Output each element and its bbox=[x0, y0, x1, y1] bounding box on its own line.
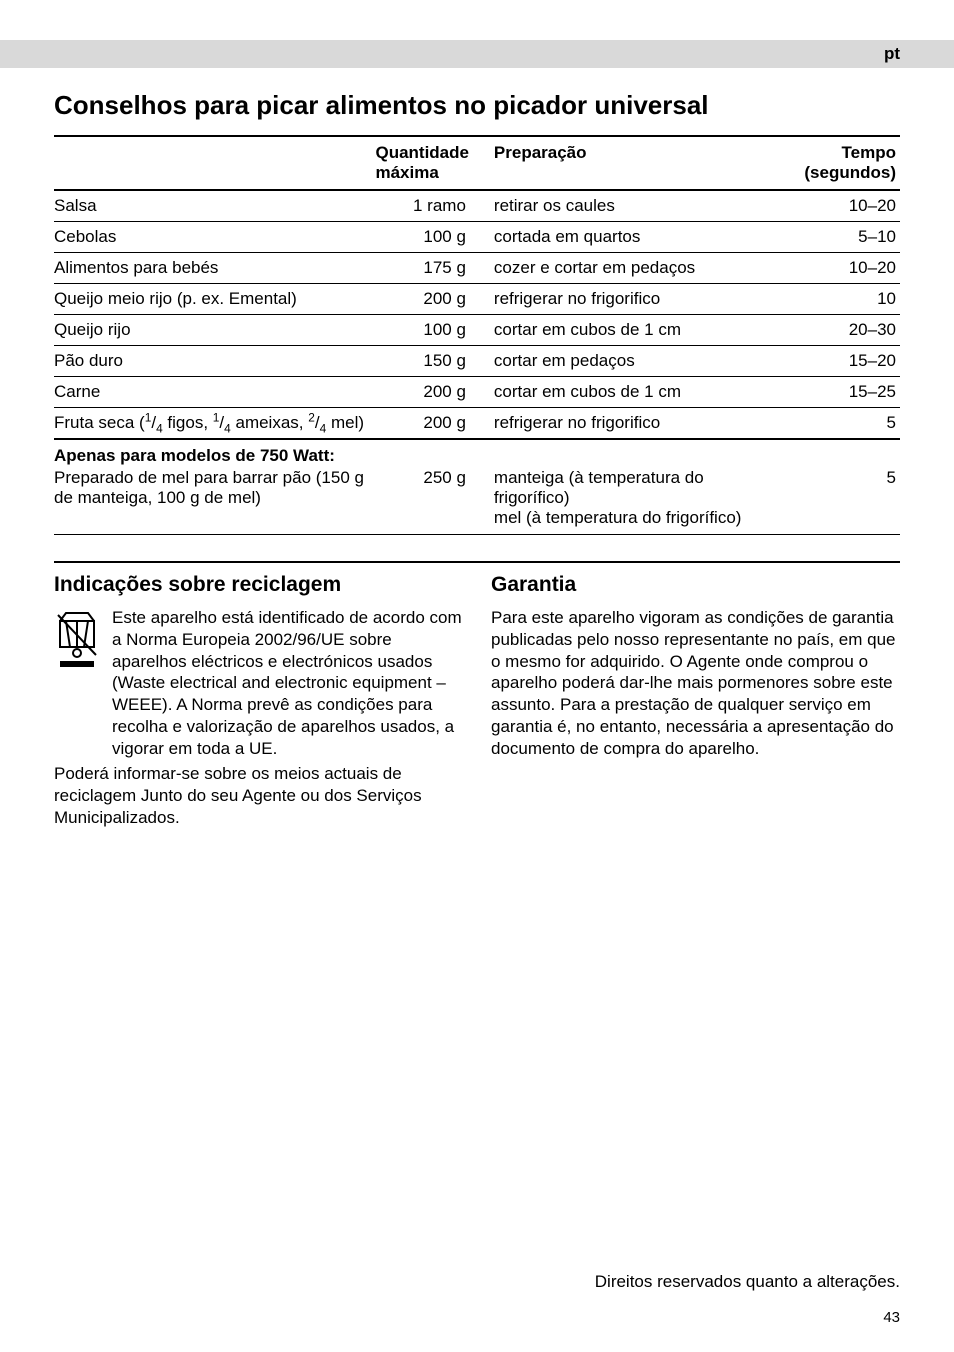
table-row: Carne200 gcortar em cubos de 1 cm15–25 bbox=[54, 377, 900, 408]
chop-table: Quantidade máxima Preparação Tempo (segu… bbox=[54, 135, 900, 438]
table-row: Queijo rijo100 gcortar em cubos de 1 cm2… bbox=[54, 315, 900, 346]
cell-time: 20–30 bbox=[782, 315, 900, 346]
recycling-column: Indicações sobre reciclagem bbox=[54, 573, 463, 829]
cell-prep: cozer e cortar em pedaços bbox=[494, 253, 782, 284]
cell-qty: 175 g bbox=[375, 253, 493, 284]
table-row: Queijo meio rijo (p. ex. Emental)200 gre… bbox=[54, 284, 900, 315]
cell-qty: 150 g bbox=[375, 346, 493, 377]
cell-prep: cortada em quartos bbox=[494, 222, 782, 253]
cell-prep: cortar em cubos de 1 cm bbox=[494, 315, 782, 346]
model-time: 5 bbox=[782, 466, 900, 535]
cell-item: Queijo rijo bbox=[54, 315, 375, 346]
cell-time: 10–20 bbox=[782, 190, 900, 222]
cell-item: Cebolas bbox=[54, 222, 375, 253]
cell-item: Salsa bbox=[54, 190, 375, 222]
col-qty: Quantidade máxima bbox=[375, 136, 493, 190]
cell-time: 10 bbox=[782, 284, 900, 315]
col-item bbox=[54, 136, 375, 190]
table-row: Alimentos para bebés175 gcozer e cortar … bbox=[54, 253, 900, 284]
table-row: Cebolas100 gcortada em quartos5–10 bbox=[54, 222, 900, 253]
cell-time: 10–20 bbox=[782, 253, 900, 284]
cell-qty: 100 g bbox=[375, 222, 493, 253]
cell-qty: 100 g bbox=[375, 315, 493, 346]
cell-qty: 200 g bbox=[375, 377, 493, 408]
recycling-text-1: Este aparelho está identificado de acord… bbox=[112, 607, 463, 759]
cell-item: Pão duro bbox=[54, 346, 375, 377]
rights-reserved: Direitos reservados quanto a alterações. bbox=[595, 1272, 900, 1292]
warranty-text: Para este aparelho vigoram as condições … bbox=[491, 607, 900, 759]
model-qty: 250 g bbox=[375, 466, 493, 535]
cell-time: 5 bbox=[782, 408, 900, 439]
cell-prep: cortar em cubos de 1 cm bbox=[494, 377, 782, 408]
page-number: 43 bbox=[883, 1309, 900, 1326]
language-bar: pt bbox=[0, 40, 954, 68]
cell-time: 5–10 bbox=[782, 222, 900, 253]
col-prep: Preparação bbox=[494, 136, 782, 190]
cell-prep: refrigerar no frigorifico bbox=[494, 284, 782, 315]
recycling-heading: Indicações sobre reciclagem bbox=[54, 573, 463, 597]
cell-prep: cortar em pedaços bbox=[494, 346, 782, 377]
cell-prep: refrigerar no frigorifico bbox=[494, 408, 782, 439]
table-row: Pão duro150 gcortar em pedaços15–20 bbox=[54, 346, 900, 377]
model-prep: manteiga (à temperatura do frigorífico)m… bbox=[494, 466, 782, 535]
cell-qty: 200 g bbox=[375, 284, 493, 315]
model-block: Apenas para modelos de 750 Watt: Prepara… bbox=[54, 438, 900, 543]
cell-time: 15–20 bbox=[782, 346, 900, 377]
col-time: Tempo (segundos) bbox=[782, 136, 900, 190]
page-title: Conselhos para picar alimentos no picado… bbox=[54, 90, 900, 121]
warranty-column: Garantia Para este aparelho vigoram as c… bbox=[491, 573, 900, 829]
cell-qty: 200 g bbox=[375, 408, 493, 439]
cell-qty: 1 ramo bbox=[375, 190, 493, 222]
cell-item: Alimentos para bebés bbox=[54, 253, 375, 284]
model-heading: Apenas para modelos de 750 Watt: bbox=[54, 438, 900, 466]
cell-item: Carne bbox=[54, 377, 375, 408]
recycling-text-2: Poderá informar-se sobre os meios actuai… bbox=[54, 763, 463, 828]
cell-prep: retirar os caules bbox=[494, 190, 782, 222]
table-row: Fruta seca (1/4 figos, 1/4 ameixas, 2/4 … bbox=[54, 408, 900, 439]
model-item: Preparado de mel para barrar pão (150 g … bbox=[54, 466, 375, 535]
cell-item: Fruta seca (1/4 figos, 1/4 ameixas, 2/4 … bbox=[54, 408, 375, 439]
table-row: Salsa1 ramoretirar os caules10–20 bbox=[54, 190, 900, 222]
cell-time: 15–25 bbox=[782, 377, 900, 408]
warranty-heading: Garantia bbox=[491, 573, 900, 597]
language-tag: pt bbox=[884, 44, 900, 64]
weee-icon bbox=[54, 607, 100, 759]
cell-item: Queijo meio rijo (p. ex. Emental) bbox=[54, 284, 375, 315]
